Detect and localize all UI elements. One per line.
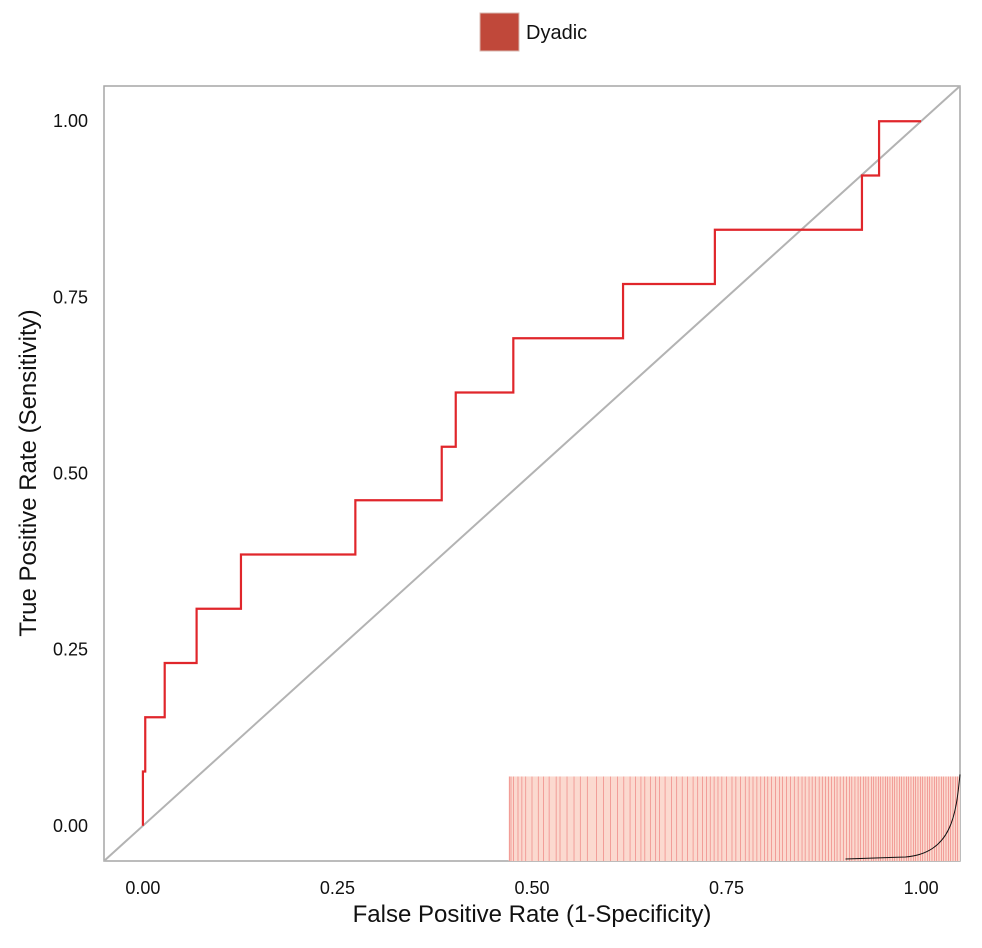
x-axis-ticks: 0.00 0.25 0.50 0.75 1.00 xyxy=(125,878,938,898)
x-axis-title: False Positive Rate (1-Specificity) xyxy=(353,901,712,928)
legend-swatch-dyadic xyxy=(479,12,520,52)
y-tick-label: 0.50 xyxy=(53,464,88,484)
y-axis-ticks: 0.00 0.25 0.50 0.75 1.00 xyxy=(53,111,88,836)
rug-layer xyxy=(508,776,960,861)
x-tick-label: 1.00 xyxy=(904,878,939,898)
y-axis-title: True Positive Rate (Sensitivity) xyxy=(15,309,42,636)
reference-diagonal-line xyxy=(103,85,961,862)
rug-density-curve xyxy=(845,774,961,860)
y-tick-label: 0.25 xyxy=(53,640,88,660)
roc-curve-dyadic xyxy=(141,120,922,826)
rug-band xyxy=(508,776,960,861)
x-tick-label: 0.25 xyxy=(320,878,355,898)
legend-label-dyadic: Dyadic xyxy=(526,22,587,44)
legend: Dyadic xyxy=(479,12,587,52)
x-tick-label: 0.00 xyxy=(125,878,160,898)
y-tick-label: 0.75 xyxy=(53,287,88,307)
x-tick-label: 0.50 xyxy=(514,878,549,898)
x-tick-label: 0.75 xyxy=(709,878,744,898)
y-tick-label: 1.00 xyxy=(53,111,88,131)
y-tick-label: 0.00 xyxy=(53,816,88,836)
